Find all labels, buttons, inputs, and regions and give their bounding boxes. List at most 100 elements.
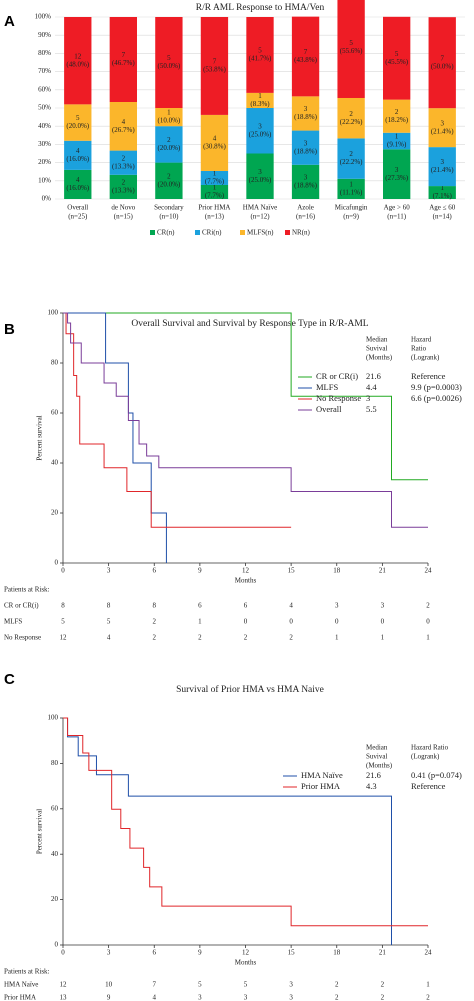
segment-count: 1: [349, 181, 353, 189]
risk-row-label: MLFS: [4, 618, 22, 626]
segment-count: 2: [167, 136, 171, 144]
risk-count: 12: [60, 634, 68, 642]
risk-count: 0: [289, 618, 293, 626]
segment-count: 1: [167, 109, 171, 117]
segment-label: (8.3%): [250, 100, 270, 108]
risk-count: 1: [426, 634, 430, 642]
risk-count: 4: [289, 602, 293, 610]
segment-count: 1: [440, 184, 444, 192]
risk-row-label: Prior HMA: [4, 994, 36, 1001]
x-tick-note: (n=16): [296, 213, 316, 221]
x-tick-label: 0: [61, 567, 65, 575]
legend-median: 3: [366, 393, 370, 403]
y-tick-label: 0%: [42, 195, 52, 203]
segment-label: (9.1%): [387, 141, 407, 149]
risk-count: 3: [289, 994, 293, 1001]
risk-title: Patients at Risk:: [4, 586, 50, 594]
segment-count: 3: [304, 174, 308, 182]
x-tick-note: (n=9): [343, 213, 359, 221]
segment-count: 12: [74, 52, 82, 60]
bar-segment: [428, 186, 456, 199]
y-tick-label: 80: [51, 359, 59, 367]
segment-count: 2: [122, 179, 126, 187]
legend-header: (Months): [366, 762, 393, 770]
segment-count: 3: [395, 166, 399, 174]
survival-curve: [63, 717, 428, 927]
risk-count: 0: [335, 618, 339, 626]
x-tick-label: 24: [425, 949, 433, 957]
bar-segment: [383, 99, 411, 133]
x-tick-label: Prior HMA: [198, 204, 230, 212]
x-tick-note: (n=14): [433, 213, 453, 221]
risk-count: 2: [153, 618, 157, 626]
segment-label: (30.8%): [203, 143, 226, 151]
segment-label: (7.7%): [205, 192, 225, 200]
panel-letter: A: [4, 13, 15, 30]
segment-label: (43.8%): [294, 56, 317, 64]
risk-count: 8: [153, 602, 157, 610]
risk-count: 3: [289, 981, 293, 989]
risk-count: 10: [105, 981, 113, 989]
y-tick-label: 60: [51, 409, 59, 417]
bar-segment: [428, 108, 456, 148]
bar-segment: [64, 169, 92, 199]
risk-count: 1: [381, 634, 385, 642]
x-tick-note: (n=11): [387, 213, 407, 221]
legend-median: 21.6: [366, 371, 381, 381]
segment-label: (50.0%): [158, 62, 181, 70]
segment-count: 4: [213, 135, 217, 143]
segment-label: (22.2%): [340, 158, 363, 166]
segment-label: (10.0%): [158, 117, 181, 125]
risk-count: 5: [61, 618, 65, 626]
y-tick-label: 20: [51, 509, 59, 517]
segment-label: (22.2%): [340, 118, 363, 126]
panel-letter: C: [4, 671, 15, 688]
segment-label: (16.0%): [66, 184, 89, 192]
risk-count: 2: [198, 634, 202, 642]
legend-header: (Months): [366, 354, 393, 362]
risk-row-label: CR or CR(i): [4, 602, 39, 610]
x-tick-label: Micafungin: [335, 204, 368, 212]
segment-count: 1: [258, 92, 262, 100]
y-tick-label: 10%: [38, 176, 51, 184]
bar-segment: [200, 17, 229, 115]
risk-count: 6: [244, 602, 248, 610]
legend-label: CRi(n): [202, 229, 222, 237]
segment-count: 5: [349, 39, 353, 47]
x-tick-label: 18: [333, 949, 341, 957]
bar-segment: [383, 132, 411, 150]
risk-count: 1: [426, 981, 430, 989]
segment-count: 3: [304, 139, 308, 147]
segment-label: (18.8%): [294, 113, 317, 121]
y-tick-label: 50%: [38, 104, 51, 112]
risk-count: 2: [289, 634, 293, 642]
bar-segment: [64, 17, 92, 105]
legend-hazard-ratio: 0.41 (p=0.074): [411, 770, 462, 780]
bar-segment: [200, 114, 229, 171]
risk-count: 1: [198, 618, 202, 626]
segment-label: (25.0%): [249, 176, 272, 184]
y-tick-label: 60%: [38, 85, 51, 93]
segment-count: 4: [122, 118, 126, 126]
x-tick-label: 12: [242, 949, 250, 957]
legend-label: NR(n): [292, 229, 311, 237]
risk-count: 5: [107, 618, 111, 626]
segment-count: 2: [167, 172, 171, 180]
bar-segment: [155, 17, 183, 108]
bar-segment: [291, 130, 320, 165]
segment-label: (21.4%): [431, 166, 454, 174]
bar-segment: [246, 17, 274, 93]
legend-median: 4.4: [366, 382, 377, 392]
segment-count: 5: [258, 47, 262, 55]
y-tick-label: 20%: [38, 158, 51, 166]
legend-swatch: [285, 230, 290, 235]
risk-count: 1: [335, 634, 339, 642]
y-tick-label: 40%: [38, 122, 51, 130]
segment-count: 2: [395, 108, 399, 116]
bar-segment: [291, 96, 320, 131]
segment-count: 3: [258, 168, 262, 176]
segment-count: 7: [213, 58, 217, 66]
x-axis-label: Months: [235, 577, 257, 585]
survival-curve: [63, 717, 392, 945]
